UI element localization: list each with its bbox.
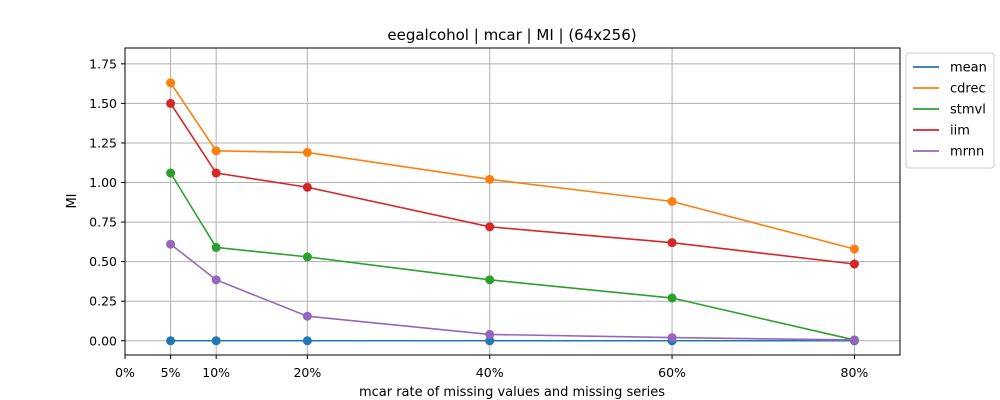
- series-line-mrnn: [170, 243, 855, 341]
- data-point-mrnn: [667, 333, 677, 343]
- series-stmvl: [166, 168, 859, 345]
- data-point-mean: [485, 336, 495, 346]
- data-point-cdrec: [485, 174, 495, 184]
- y-tick-label: 0.50: [89, 254, 117, 269]
- data-point-cdrec: [166, 78, 176, 88]
- legend-label: iim: [950, 124, 970, 139]
- series-iim: [166, 98, 859, 269]
- series-mrnn: [166, 239, 859, 345]
- data-point-stmvl: [302, 252, 312, 262]
- data-point-iim: [485, 222, 495, 232]
- x-tick-label: 40%: [476, 365, 504, 380]
- x-tick-label: 10%: [202, 365, 230, 380]
- legend-frame: [905, 52, 995, 169]
- x-tick-label: 20%: [293, 365, 321, 380]
- data-point-cdrec: [211, 146, 221, 156]
- y-tick-label: 0.25: [89, 294, 117, 309]
- data-point-mrnn: [302, 311, 312, 321]
- plot-frame: [124, 47, 901, 356]
- data-point-stmvl: [166, 168, 176, 178]
- data-point-mean: [211, 336, 221, 346]
- series-cdrec: [166, 78, 859, 254]
- legend-item-iim: iim: [913, 124, 970, 139]
- legend-label: mean: [950, 61, 987, 76]
- data-point-stmvl: [485, 275, 495, 285]
- data-point-mrnn: [211, 275, 221, 285]
- data-point-iim: [667, 238, 677, 248]
- data-point-mrnn: [849, 335, 859, 345]
- legend-item-cdrec: cdrec: [913, 82, 986, 97]
- x-axis: 0% 5% 10% 20% 40% 60% 80%: [115, 355, 868, 380]
- y-axis: 0.00 0.25 0.50 0.75 1.00 1.25 1.50 1.75: [89, 56, 125, 348]
- data-point-cdrec: [667, 197, 677, 206]
- legend-label: mrnn: [950, 145, 984, 160]
- data-point-mrnn: [485, 329, 495, 339]
- data-point-iim: [302, 182, 312, 192]
- data-point-mrnn: [166, 239, 176, 249]
- data-point-stmvl: [211, 242, 221, 252]
- data-point-mean: [166, 336, 176, 346]
- x-tick-label: 60%: [658, 365, 686, 380]
- y-tick-label: 1.25: [89, 135, 117, 150]
- y-tick-label: 1.75: [89, 56, 117, 71]
- data-point-cdrec: [302, 147, 312, 157]
- legend-label: cdrec: [950, 82, 986, 97]
- data-point-mean: [302, 336, 312, 346]
- series-mean: [166, 336, 859, 346]
- legend-item-mean: mean: [913, 61, 987, 76]
- x-tick-label: 5%: [161, 365, 181, 380]
- x-tick-label: 0%: [115, 365, 135, 380]
- series-line-stmvl: [169, 172, 855, 341]
- legend-item-mrnn: mrnn: [913, 145, 984, 160]
- data-point-iim: [166, 98, 176, 108]
- legend: mean cdrec stmvl iim mrnn: [905, 52, 995, 169]
- legend-item-stmvl: stmvl: [913, 103, 986, 118]
- data-point-iim: [211, 168, 221, 178]
- legend-label: stmvl: [950, 103, 986, 118]
- y-tick-label: 0.75: [89, 215, 117, 230]
- series-line-iim: [169, 102, 855, 265]
- y-tick-label: 1.00: [89, 175, 117, 190]
- x-axis-label: mcar rate of missing values and missing …: [359, 385, 665, 400]
- data-point-stmvl: [667, 293, 677, 303]
- series-line-cdrec: [169, 82, 855, 250]
- y-tick-label: 1.50: [89, 96, 117, 111]
- chart-title: eegalcohol | mcar | MI | (64x256): [387, 26, 636, 44]
- y-axis-label: MI: [65, 193, 80, 208]
- y-tick-label: 0.00: [89, 333, 117, 348]
- grid: [124, 48, 900, 355]
- x-tick-label: 80%: [841, 365, 869, 380]
- series-layer: [166, 78, 859, 346]
- data-point-iim: [849, 259, 859, 269]
- data-point-cdrec: [849, 244, 859, 254]
